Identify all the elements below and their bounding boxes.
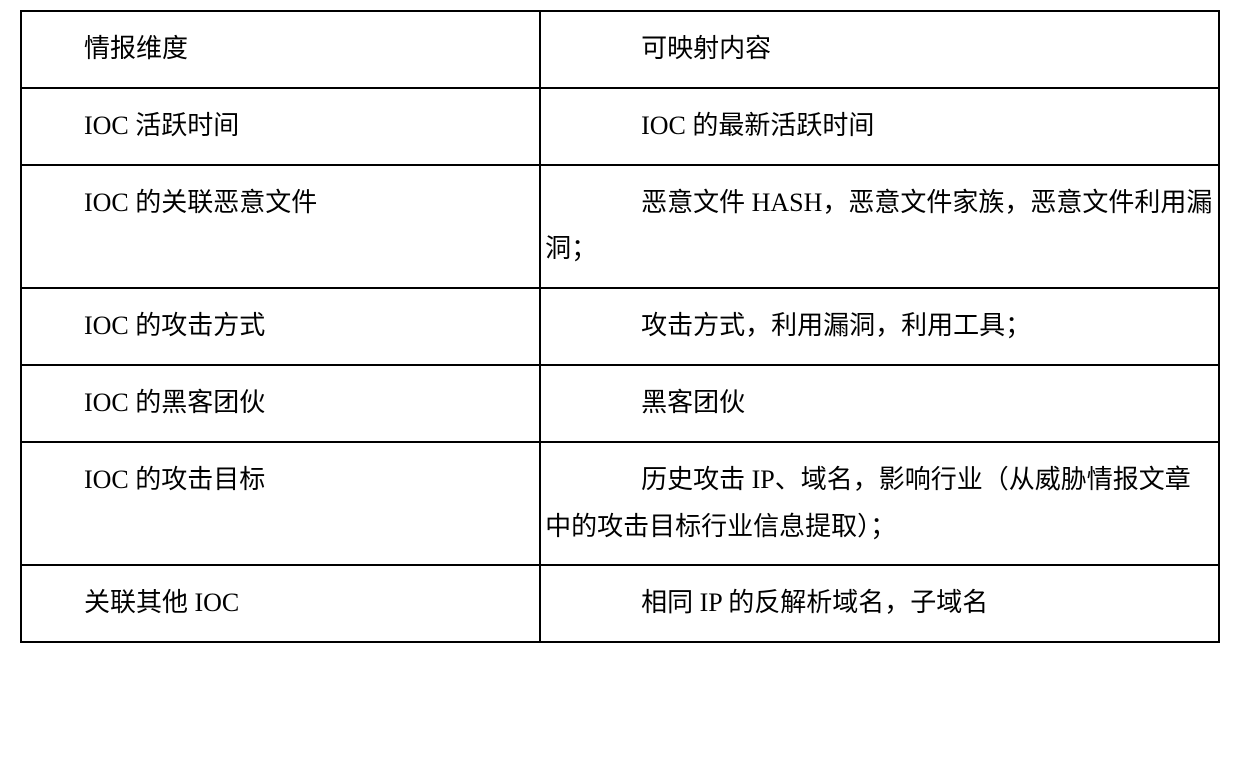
- mapping-cell: 恶意文件 HASH，恶意文件家族，恶意文件利用漏洞；: [540, 165, 1219, 289]
- mapping-cell: 历史攻击 IP、域名，影响行业（从威胁情报文章中的攻击目标行业信息提取）；: [540, 442, 1219, 566]
- mapping-text: 黑客团伙: [541, 366, 1218, 441]
- dimension-cell: IOC 的攻击方式: [21, 288, 540, 365]
- dimension-cell: IOC 的黑客团伙: [21, 365, 540, 442]
- dimension-text: IOC 活跃时间: [22, 89, 539, 164]
- dimension-cell: IOC 的攻击目标: [21, 442, 540, 566]
- mapping-cell: 攻击方式，利用漏洞，利用工具；: [540, 288, 1219, 365]
- mapping-text: 恶意文件 HASH，恶意文件家族，恶意文件利用漏洞；: [541, 166, 1218, 288]
- mapping-cell: 相同 IP 的反解析域名，子域名: [540, 565, 1219, 642]
- mapping-cell: 黑客团伙: [540, 365, 1219, 442]
- dimension-text: IOC 的攻击方式: [22, 289, 539, 364]
- dimension-cell: 情报维度: [21, 11, 540, 88]
- dimension-text: IOC 的攻击目标: [22, 443, 539, 518]
- mapping-cell: IOC 的最新活跃时间: [540, 88, 1219, 165]
- table-row: 情报维度 可映射内容: [21, 11, 1219, 88]
- mapping-text: IOC 的最新活跃时间: [541, 89, 1218, 164]
- table-row: 关联其他 IOC 相同 IP 的反解析域名，子域名: [21, 565, 1219, 642]
- dimension-text: 情报维度: [22, 12, 539, 87]
- table-row: IOC 的关联恶意文件 恶意文件 HASH，恶意文件家族，恶意文件利用漏洞；: [21, 165, 1219, 289]
- dimension-text: IOC 的关联恶意文件: [22, 166, 539, 241]
- table-row: IOC 的攻击目标 历史攻击 IP、域名，影响行业（从威胁情报文章中的攻击目标行…: [21, 442, 1219, 566]
- mapping-text: 相同 IP 的反解析域名，子域名: [541, 566, 1218, 641]
- mapping-text: 历史攻击 IP、域名，影响行业（从威胁情报文章中的攻击目标行业信息提取）；: [541, 443, 1218, 565]
- dimension-text: 关联其他 IOC: [22, 566, 539, 641]
- table-row: IOC 活跃时间 IOC 的最新活跃时间: [21, 88, 1219, 165]
- table-row: IOC 的攻击方式 攻击方式，利用漏洞，利用工具；: [21, 288, 1219, 365]
- dimension-cell: IOC 的关联恶意文件: [21, 165, 540, 289]
- table-row: IOC 的黑客团伙 黑客团伙: [21, 365, 1219, 442]
- ioc-mapping-table: 情报维度 可映射内容 IOC 活跃时间 IOC 的最新活跃时间 IOC 的关联恶…: [20, 10, 1220, 643]
- dimension-cell: 关联其他 IOC: [21, 565, 540, 642]
- dimension-text: IOC 的黑客团伙: [22, 366, 539, 441]
- mapping-text: 可映射内容: [541, 12, 1218, 87]
- mapping-cell: 可映射内容: [540, 11, 1219, 88]
- dimension-cell: IOC 活跃时间: [21, 88, 540, 165]
- mapping-text: 攻击方式，利用漏洞，利用工具；: [541, 289, 1218, 364]
